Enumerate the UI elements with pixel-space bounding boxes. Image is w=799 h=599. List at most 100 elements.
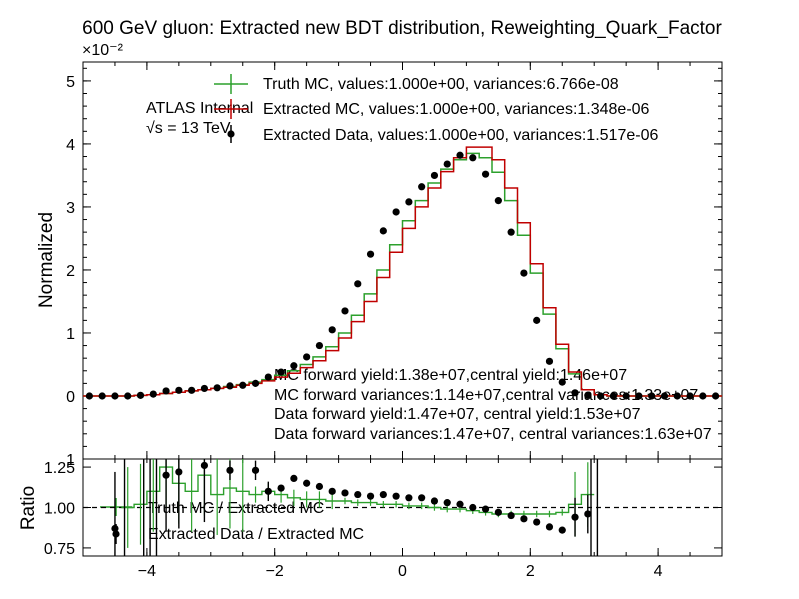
ratio-data-point <box>481 505 490 513</box>
data-point <box>200 384 209 393</box>
ratio-data-point <box>303 479 311 487</box>
data-point <box>354 280 362 288</box>
top-y-tick-label: 0 <box>66 389 75 406</box>
data-point <box>622 392 630 400</box>
data-point <box>303 353 311 361</box>
ratio-data-point <box>328 487 336 495</box>
ratio-data-point <box>533 518 541 526</box>
data-point <box>341 307 349 315</box>
yield-annotations: MC forward yield:1.38e+07,central yield:… <box>274 367 712 443</box>
data-point <box>430 171 439 180</box>
legend-text-extracted-data: Extracted Data, values:1.000e+00, varian… <box>263 127 658 144</box>
data-point <box>712 392 720 400</box>
ratio-data-point <box>558 526 566 534</box>
data-point <box>85 392 93 400</box>
top-y-axis-label: Normalized <box>36 212 57 308</box>
ratio-data-point <box>520 515 528 523</box>
data-point <box>533 316 541 324</box>
top-y-tick-label: 1 <box>66 452 75 469</box>
data-point <box>162 387 170 395</box>
ratio-data-point <box>200 461 209 470</box>
data-point <box>481 170 490 178</box>
annotation-mc-variances: MC forward variances:1.14e+07,central va… <box>274 387 698 404</box>
data-point <box>98 392 106 400</box>
data-point <box>469 154 477 162</box>
data-point <box>443 160 451 168</box>
bottom-y-axis-label: Ratio <box>18 486 39 530</box>
data-point <box>405 198 413 206</box>
ratio-data-point <box>456 500 464 508</box>
ratio-data-point <box>366 492 375 500</box>
x-tick-label: 2 <box>526 563 535 580</box>
data-point <box>392 208 400 216</box>
data-point <box>111 392 119 400</box>
ratio-data-point <box>469 503 477 512</box>
ratio-data-point <box>264 487 272 495</box>
ratio-data-point <box>251 466 260 474</box>
top-y-tick-label: 2 <box>66 263 75 280</box>
ratio-data-point <box>379 490 387 499</box>
ratio-data-point <box>162 471 170 479</box>
data-point <box>379 227 387 235</box>
data-point <box>507 228 515 236</box>
bottom-y-tick-label: 1.25 <box>44 460 75 477</box>
data-point <box>686 392 694 400</box>
data-point <box>699 392 707 400</box>
data-point <box>149 390 157 398</box>
data-point <box>239 381 247 389</box>
chart-title: 600 GeV gluon: Extracted new BDT distrib… <box>82 18 722 39</box>
annotation-data-variances: Data forward variances:1.47e+07, central… <box>274 426 712 443</box>
data-point <box>520 269 528 277</box>
data-point <box>673 392 681 400</box>
top-legend: Truth MC, values:1.000e+00, variances:6.… <box>214 74 658 144</box>
ratio-data-point <box>545 523 554 531</box>
ratio-data-point <box>418 494 426 502</box>
legend-marker-extracted-data <box>227 125 235 143</box>
data-point <box>456 151 464 159</box>
ratio-data-point <box>443 499 451 507</box>
data-point <box>609 392 617 400</box>
ratio-data-point <box>175 468 183 476</box>
ratio-data-point <box>111 524 119 533</box>
data-point <box>648 392 656 400</box>
legend-text-truth-mc: Truth MC, values:1.000e+00, variances:6.… <box>263 76 619 93</box>
ratio-data-point <box>507 511 515 520</box>
top-y-tick-label: 1 <box>66 326 75 343</box>
data-point <box>136 391 145 399</box>
data-point <box>584 391 592 399</box>
ratio-data-point <box>341 489 349 497</box>
bottom-y-tick-label: 0.75 <box>44 541 75 558</box>
ratio-data-point <box>354 490 362 499</box>
top-y-tick-label: 3 <box>66 200 75 217</box>
data-point <box>328 326 336 334</box>
data-point <box>175 386 183 394</box>
data-point <box>418 183 426 191</box>
data-point <box>545 357 554 365</box>
top-y-tick-label: 5 <box>66 74 75 91</box>
legend-marker-extracted-mc <box>214 99 248 119</box>
data-point <box>366 250 375 258</box>
ratio-data-point <box>226 466 234 474</box>
top-y-tick-label: 4 <box>66 137 75 154</box>
annotation-data-yield: Data forward yield:1.47e+07, central yie… <box>274 406 641 423</box>
data-point <box>264 373 272 381</box>
bottom-y-tick-label: 1.00 <box>44 501 75 518</box>
annotation-mc-yield: MC forward yield:1.38e+07,central yield:… <box>274 367 627 384</box>
legend-marker-truth-mc <box>214 74 248 94</box>
data-point <box>494 197 502 205</box>
data-point <box>596 392 605 400</box>
data-point <box>635 392 643 400</box>
x-tick-label: 4 <box>654 563 663 580</box>
histogram-extracted-mc <box>83 146 722 397</box>
x-tick-label: −4 <box>138 563 156 580</box>
data-point <box>277 368 285 376</box>
ratio-data-point <box>290 474 298 482</box>
ratio-data-point <box>392 492 400 500</box>
legend-text-extracted-mc: Extracted MC, values:1.000e+00, variance… <box>263 101 650 118</box>
ratio-legend-text-data: Extracted Data / Extracted MC <box>148 526 364 543</box>
data-point <box>226 382 234 390</box>
ratio-legend-text-truth: Truth MC / Extracted MC <box>148 500 324 517</box>
x-tick-label: −2 <box>266 563 284 580</box>
ratio-data-point <box>571 513 579 521</box>
